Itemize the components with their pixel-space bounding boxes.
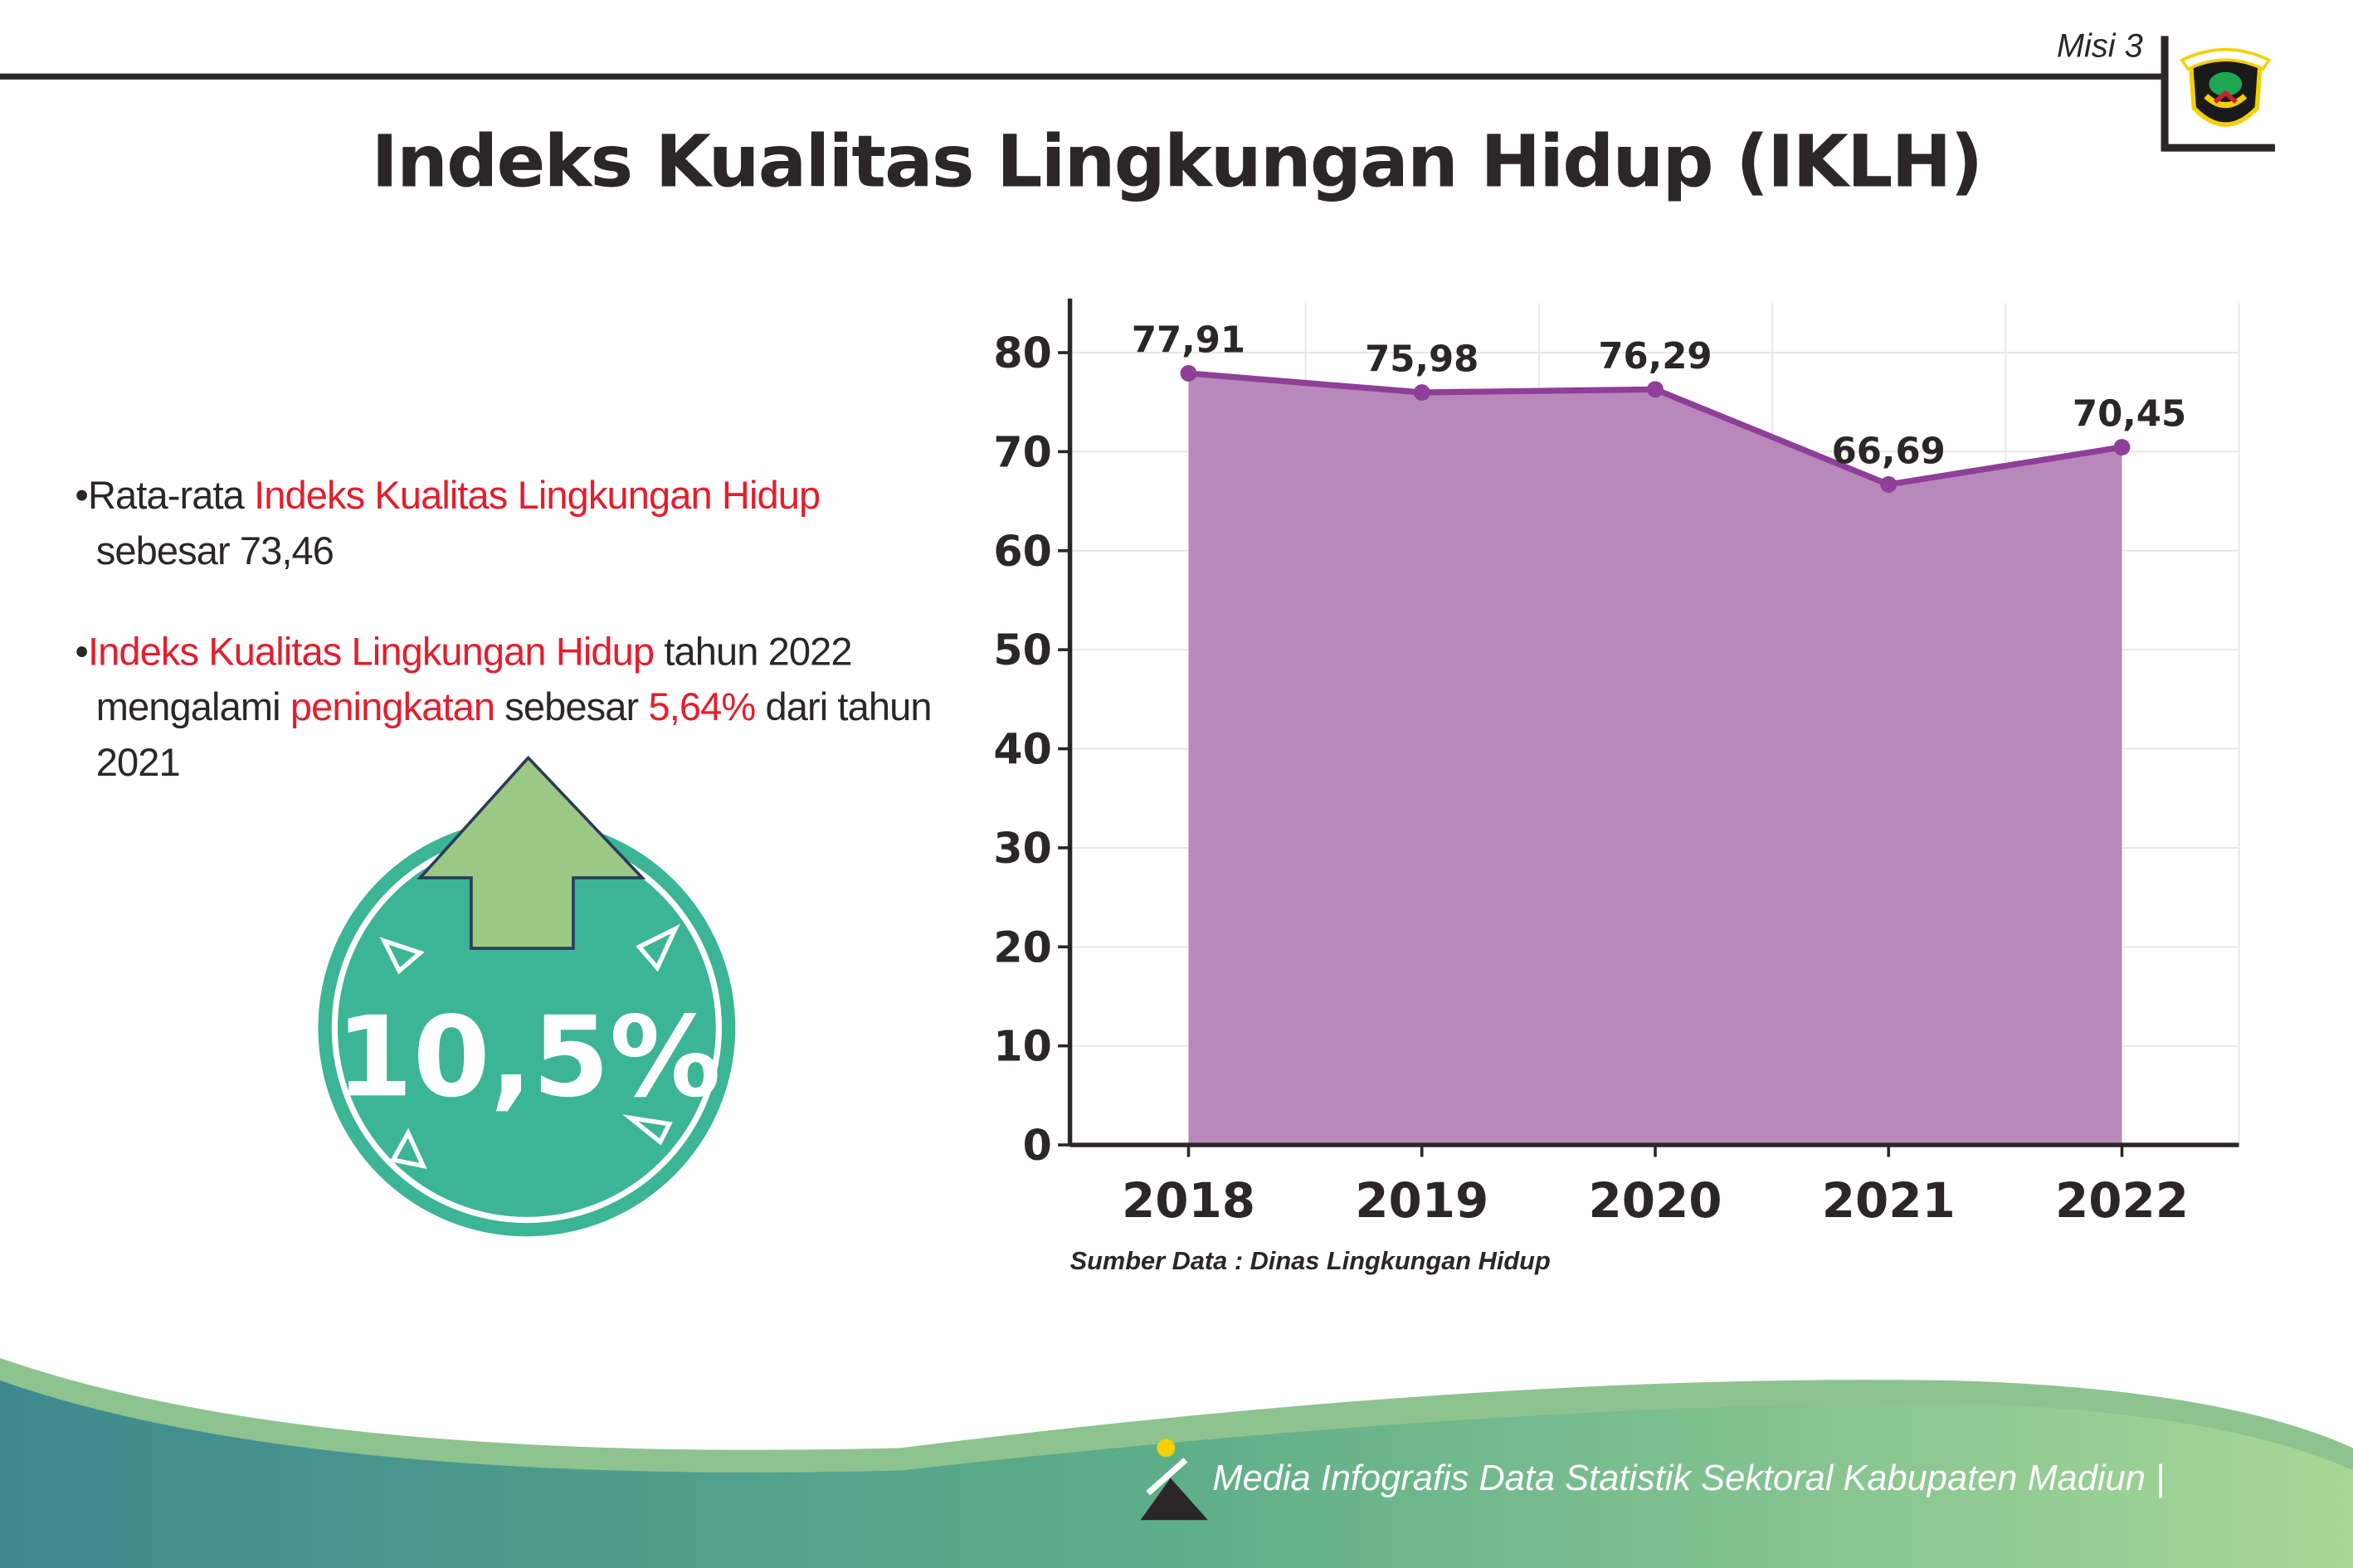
bullet-text: Indeks Kualitas Lingkungan Hidup: [88, 628, 655, 674]
bullet-text: tahun 2022 mengalami: [95, 628, 853, 730]
footer-caption: Media Infografis Data Statistik Sektoral…: [1212, 1458, 2165, 1499]
data-label: 77,91: [1132, 320, 1245, 362]
badge-value: 10,5%: [336, 992, 721, 1122]
growth-badge: 10,5%: [318, 755, 736, 1237]
header-rule: [0, 73, 2161, 80]
data-point: [2113, 439, 2131, 455]
bullet-text: 5,64%: [648, 684, 756, 730]
bullet-text: •: [75, 628, 89, 674]
y-tick-label: 40: [993, 725, 1051, 774]
bullet-increase: •Indeks Kualitas Lingkungan Hidup tahun …: [75, 624, 945, 791]
x-tick-label: 2021: [1822, 1172, 1956, 1229]
header-bracket-bottom: [2161, 144, 2275, 152]
data-label: 75,98: [1365, 339, 1479, 381]
sparkle-icon: [379, 937, 425, 975]
summary-bullets: •Rata-rata Indeks Kualitas Lingkungan Hi…: [75, 468, 945, 835]
y-tick-label: 60: [993, 527, 1051, 576]
data-label: 76,29: [1598, 336, 1712, 377]
x-tick-label: 2022: [2055, 1172, 2189, 1229]
data-point: [1413, 384, 1430, 401]
y-tick-label: 70: [993, 428, 1051, 477]
badge-circle: [318, 819, 736, 1237]
y-tick-label: 30: [993, 824, 1051, 873]
x-tick-label: 2018: [1122, 1172, 1255, 1229]
y-tick-label: 10: [993, 1022, 1051, 1071]
bullet-text: sebesar 73,46: [95, 528, 334, 573]
data-label: 70,45: [2073, 394, 2186, 436]
data-point: [1647, 381, 1664, 398]
y-tick-label: 50: [993, 626, 1051, 674]
data-point: [1880, 475, 1898, 493]
bullet-average: •Rata-rata Indeks Kualitas Lingkungan Hi…: [75, 468, 945, 579]
x-tick-label: 2019: [1355, 1172, 1488, 1229]
iklh-area-chart: 0 10 20 30 40 50 60 70 80 77,91 2018 75,98 2019 76,29…: [993, 298, 2240, 1229]
sparkle-icon: [622, 1114, 673, 1146]
footer-wave: [0, 1357, 2353, 1568]
data-point: [1180, 365, 1197, 382]
bullet-text: sebesar: [494, 684, 649, 730]
x-tick-label: 2020: [1588, 1172, 1722, 1229]
kabupaten-madiun-logo: [2180, 47, 2272, 127]
page-title: Indeks Kualitas Lingkungan Hidup (IKLH): [371, 119, 1983, 204]
up-arrow-icon: [417, 755, 646, 950]
bullet-text: •Rata-rata: [75, 472, 255, 519]
sparkle-icon: [636, 923, 680, 972]
bullet-text: dari tahun 2021: [95, 684, 933, 785]
runner-logo-icon: [1140, 1439, 1209, 1521]
bullet-text: peningkatan: [290, 684, 495, 730]
y-tick-label: 0: [1023, 1121, 1052, 1170]
area-fill: [1188, 373, 2122, 1146]
data-label: 66,69: [1832, 431, 1946, 473]
bullet-text: Indeks Kualitas Lingkungan Hidup: [254, 472, 821, 519]
data-source: Sumber Data : Dinas Lingkungan Hidup: [1069, 1247, 1551, 1276]
sparkle-icon: [389, 1127, 427, 1170]
y-tick-label: 20: [993, 923, 1051, 971]
header-bracket: [2161, 36, 2169, 150]
y-tick-label: 80: [993, 329, 1051, 377]
misi-label: Misi 3: [2056, 27, 2143, 65]
